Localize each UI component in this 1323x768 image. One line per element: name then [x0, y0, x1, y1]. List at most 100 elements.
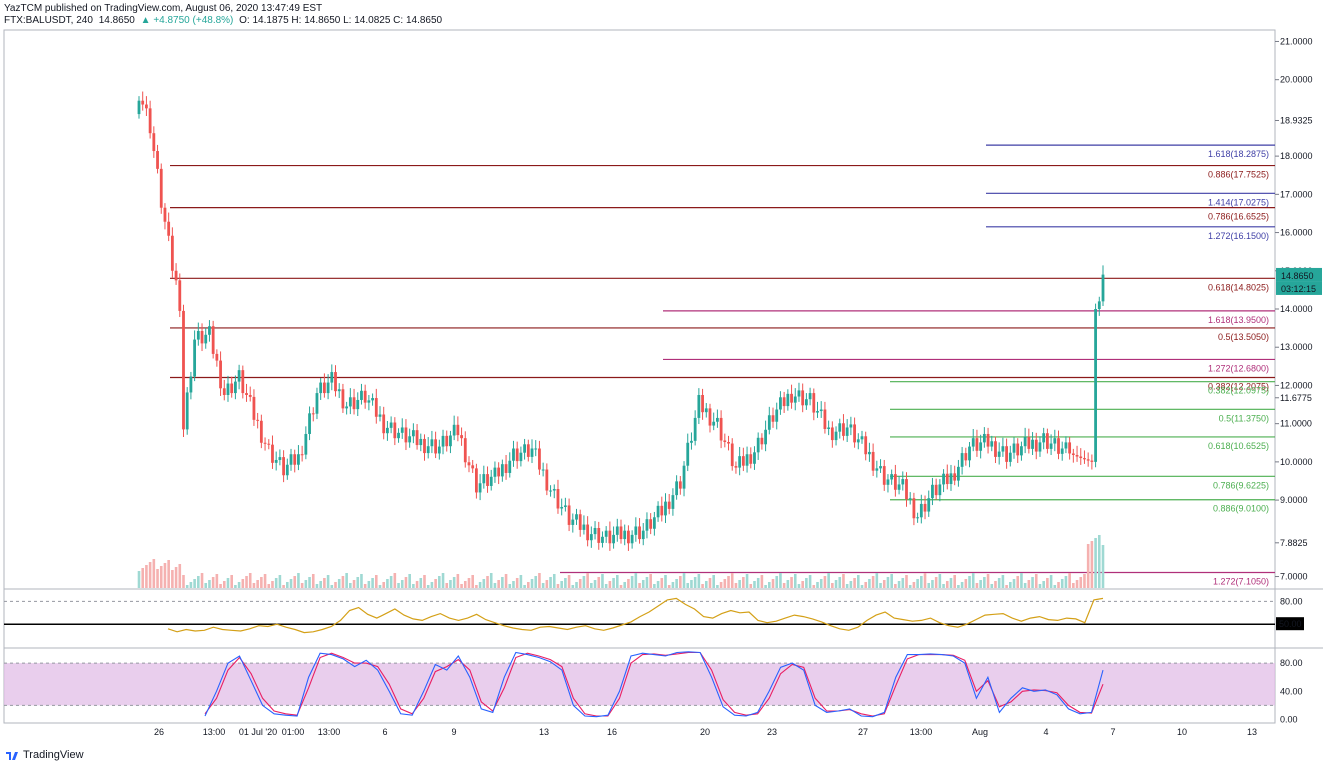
candle-body — [289, 454, 293, 465]
candle-body — [259, 420, 263, 443]
candle-body — [1020, 446, 1023, 456]
candle-body — [1094, 309, 1097, 462]
volume-bar — [760, 575, 764, 588]
candle-body — [378, 414, 382, 417]
volume-bar — [604, 584, 608, 588]
volume-bar — [174, 567, 178, 588]
volume-bar — [1083, 574, 1086, 588]
price-tick-label: 20.0000 — [1280, 75, 1313, 85]
candle-body — [367, 400, 371, 403]
volume-bar — [968, 576, 971, 588]
candle-body — [868, 451, 871, 455]
volume-bar — [797, 584, 801, 588]
candle-body — [204, 334, 208, 344]
volume-bar — [482, 579, 486, 588]
candle-body — [478, 483, 482, 493]
candle-body — [767, 415, 771, 430]
candle-body — [808, 393, 812, 400]
volume-bar — [597, 577, 601, 588]
candle-body — [1042, 433, 1046, 443]
candle-body — [1049, 443, 1053, 449]
volume-bar — [323, 578, 326, 588]
volume-bar — [567, 575, 571, 588]
volume-bar — [415, 581, 419, 588]
candle-body — [200, 330, 204, 344]
volume-bar — [934, 577, 938, 588]
candle-body — [308, 413, 311, 434]
volume-bar — [564, 578, 567, 588]
candle-body — [823, 409, 827, 430]
candle-body — [608, 530, 612, 544]
candle-body — [942, 473, 945, 485]
candle-body — [949, 473, 953, 485]
candle-body — [549, 490, 552, 492]
last-price-tag — [1276, 267, 1322, 282]
candle-body — [282, 457, 285, 476]
candle-body — [315, 393, 319, 414]
volume-bar — [1097, 535, 1101, 588]
volume-bar — [501, 577, 504, 588]
candle-body — [975, 438, 979, 451]
candle-body — [293, 454, 297, 465]
volume-bar — [326, 575, 330, 588]
volume-bar — [764, 585, 767, 588]
volume-bar — [641, 580, 645, 588]
candle-body — [445, 435, 449, 447]
volume-bar — [367, 581, 371, 588]
volume-bar — [449, 580, 452, 588]
volume-bar — [793, 574, 797, 588]
candle-body — [957, 466, 960, 481]
ohlc-values: O: 14.1875 H: 14.8650 L: 14.0825 C: 14.8… — [239, 15, 443, 26]
volume-bar — [1079, 577, 1083, 588]
volume-bar — [286, 582, 289, 588]
candle-body — [923, 503, 927, 512]
candle-body — [1023, 437, 1027, 447]
last-price-tag-text: 14.8650 — [1281, 271, 1314, 281]
candle-body — [1064, 442, 1068, 449]
time-tick-label: 13 — [1247, 727, 1257, 737]
candle-body — [571, 519, 575, 525]
volume-bar — [716, 585, 719, 588]
candle-body — [649, 519, 653, 529]
volume-bar — [304, 580, 308, 588]
candle-body — [575, 514, 578, 520]
volume-bar — [508, 584, 512, 588]
candle-body — [905, 479, 908, 500]
candle-body — [408, 436, 412, 443]
volume-bar — [986, 574, 990, 588]
volume-bar — [1016, 576, 1020, 588]
candle-body — [271, 444, 274, 463]
volume-bar — [311, 574, 315, 588]
volume-bar — [864, 582, 868, 588]
volume-bar — [1023, 583, 1027, 588]
volume-bar — [297, 573, 300, 588]
volume-bar — [753, 581, 756, 588]
volume-bar — [478, 582, 482, 588]
candle-body — [386, 427, 389, 434]
volume-bar — [983, 577, 986, 588]
volume-bar — [749, 584, 753, 588]
candle-body — [953, 473, 957, 481]
publish-info: YazTCM published on TradingView.com, Aug… — [4, 3, 323, 14]
candle-body — [274, 459, 278, 463]
last-price: 14.8650 — [98, 15, 135, 26]
volume-bar — [282, 585, 285, 588]
volume-bar — [208, 580, 211, 588]
tradingview-logo[interactable]: TradingView — [6, 749, 84, 761]
candle-body — [534, 448, 538, 450]
price-tick-label: 21.0000 — [1280, 36, 1313, 46]
level-label: 0.618(14.8025) — [1208, 282, 1269, 292]
volume-bar — [352, 580, 356, 588]
volume-bar — [408, 574, 411, 588]
symbol-bar: FTX:BALUSDT, 240 14.8650 ▲ +4.8750 (+48.… — [4, 15, 445, 26]
volume-bar — [256, 580, 259, 588]
candle-body — [471, 465, 475, 469]
candle-body — [990, 441, 994, 447]
volume-bar — [875, 573, 879, 588]
volume-bar — [623, 582, 627, 588]
volume-bar — [374, 575, 378, 588]
candle-body — [360, 390, 363, 400]
volume-bar — [593, 580, 597, 588]
candle-body — [938, 484, 942, 496]
